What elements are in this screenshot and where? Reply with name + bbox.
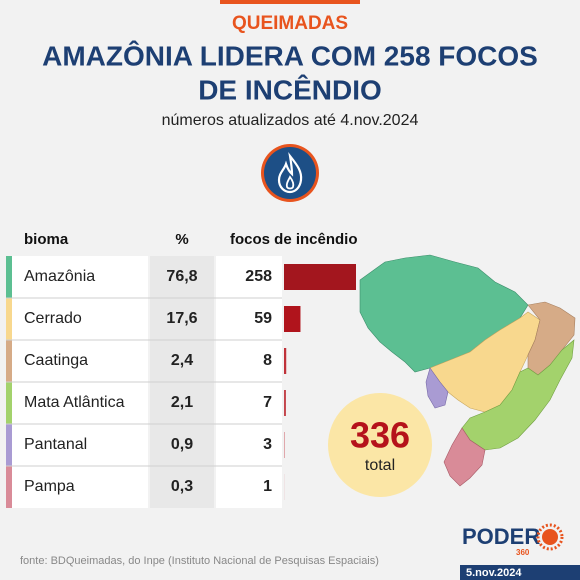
percent: 17,6 <box>166 310 197 327</box>
bar <box>284 306 301 332</box>
percent: 2,1 <box>171 394 193 411</box>
cell <box>150 382 214 424</box>
bioma: Cerrado <box>24 310 82 327</box>
brand-sub: 360 <box>516 548 530 557</box>
cell <box>150 256 214 298</box>
kicker: QUEIMADAS <box>232 13 348 34</box>
cell <box>150 298 214 340</box>
percent: 0,3 <box>171 478 193 495</box>
cell <box>12 298 148 340</box>
percent: 2,4 <box>171 352 193 369</box>
cell <box>12 256 148 298</box>
total-label: total <box>365 457 395 474</box>
bar <box>284 348 287 374</box>
bioma: Amazônia <box>24 268 95 285</box>
percent: 0,9 <box>171 436 193 453</box>
title: AMAZÔNIA LIDERA COM 258 FOCOS <box>42 39 538 71</box>
cell <box>216 256 282 298</box>
cell <box>12 382 148 424</box>
cell <box>216 340 282 382</box>
top-accent <box>220 0 360 4</box>
row-color <box>6 256 12 298</box>
cell <box>12 424 148 466</box>
bioma: Mata Atlântica <box>24 394 125 411</box>
column-header: % <box>175 231 188 248</box>
brand-sun <box>536 523 564 551</box>
cell <box>12 466 148 508</box>
cell <box>150 424 214 466</box>
total-circle <box>328 393 432 497</box>
bar <box>284 390 286 416</box>
focos: 7 <box>263 394 272 411</box>
cell <box>150 466 214 508</box>
percent: 76,8 <box>166 268 197 285</box>
row-color <box>6 424 12 466</box>
focos: 8 <box>263 352 272 369</box>
cell <box>216 424 282 466</box>
focos: 3 <box>263 436 272 453</box>
total-value: 336 <box>350 415 410 456</box>
bioma: Pantanal <box>24 436 87 453</box>
row-color <box>6 466 12 508</box>
bar <box>284 264 356 290</box>
date-bar <box>460 565 580 580</box>
row-color <box>6 298 12 340</box>
subtitle: números atualizados até 4.nov.2024 <box>162 112 419 129</box>
brand: PODER <box>462 524 540 549</box>
cell <box>150 340 214 382</box>
title: DE INCÊNDIO <box>198 74 382 105</box>
column-header: bioma <box>24 231 69 248</box>
row-color <box>6 340 12 382</box>
cell <box>216 298 282 340</box>
cell <box>216 466 282 508</box>
column-header: focos de incêndio <box>230 231 358 248</box>
focos: 59 <box>254 310 272 327</box>
focos: 1 <box>263 478 272 495</box>
date: 5.nov.2024 <box>466 567 522 579</box>
row-color <box>6 382 12 424</box>
cell <box>216 382 282 424</box>
fire-icon <box>261 144 319 202</box>
bioma: Pampa <box>24 478 75 495</box>
map <box>359 254 576 487</box>
source: fonte: BDQueimadas, do Inpe (Instituto N… <box>20 555 379 567</box>
focos: 258 <box>245 268 272 285</box>
bar <box>284 432 285 458</box>
bioma: Caatinga <box>24 352 88 369</box>
cell <box>12 340 148 382</box>
